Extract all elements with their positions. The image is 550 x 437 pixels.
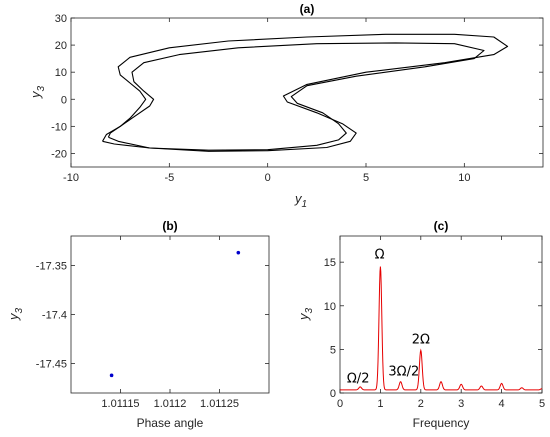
panel-a-ytick-label: 30 xyxy=(55,13,67,25)
panel-a-orbit-line-2 xyxy=(102,42,485,151)
panel-c-ytick-label: 0 xyxy=(330,388,336,400)
panel-b-xlabel: Phase angle xyxy=(137,416,204,430)
panel-c-annotation: 2Ω xyxy=(412,332,430,347)
panel-c-spectrum-line xyxy=(340,266,543,391)
panel-c-xlabel: Frequency xyxy=(413,416,470,430)
panel-b-ytick-label: -17.35 xyxy=(36,260,67,272)
panel-a-orbit-line-1 xyxy=(107,33,509,152)
panel-c-annotation: 3Ω/2 xyxy=(388,365,419,380)
panel-b-title: (b) xyxy=(162,219,177,233)
panel-c-annotations: Ω 2Ω 3Ω/2 Ω/2 xyxy=(347,248,430,387)
panel-b-ticks: 1.01115 1.0112 1.01125 -17.45 -17.4 -17.35 xyxy=(36,236,269,410)
panel-c-xtick-label: 3 xyxy=(458,398,464,410)
panel-a-plot-area xyxy=(70,17,544,168)
panel-b-xtick-label: 1.01125 xyxy=(200,398,239,410)
panel-c-xtick-label: 2 xyxy=(418,398,424,410)
panel-c-annotation: Ω xyxy=(375,248,385,263)
panel-b-plot-area xyxy=(70,235,270,394)
panel-a-xtick-label: -5 xyxy=(164,172,174,184)
panel-a-xtick-label: 10 xyxy=(458,172,470,184)
panel-c-ticks: 0 1 2 3 4 5 0 5 10 15 xyxy=(324,236,545,410)
panel-c: (c) Frequency y3 0 1 2 3 4 5 0 5 10 15 Ω 2Ω 3Ω/2 Ω/2 xyxy=(296,219,545,430)
panel-a-ytick-label: -20 xyxy=(51,148,67,160)
panel-b: (b) Phase angle y3 1.01115 1.0112 1.01125 -… xyxy=(6,219,270,430)
panel-a-ytick-label: -10 xyxy=(51,121,67,133)
panel-a: (a) y1 y3 -10 -5 0 5 10 -20 -10 0 10 20 30 xyxy=(28,2,544,210)
panel-c-ytick-label: 15 xyxy=(324,257,336,269)
panel-b-points xyxy=(109,250,241,378)
panel-a-ticks: -10 -5 0 5 10 -20 -10 0 10 20 30 xyxy=(51,13,543,184)
panel-c-xtick-label: 0 xyxy=(337,398,343,410)
panel-c-title: (c) xyxy=(434,219,449,233)
panel-c-annotation: Ω/2 xyxy=(347,372,370,387)
panel-c-xtick-label: 4 xyxy=(499,398,505,410)
panel-a-xtick-label: 0 xyxy=(265,172,271,184)
panel-c-ytick-label: 10 xyxy=(324,301,336,313)
panel-a-series xyxy=(102,33,509,152)
panel-c-xtick-label: 1 xyxy=(377,398,383,410)
panel-c-ylabel: y3 xyxy=(296,308,315,322)
panel-b-xtick-label: 1.0112 xyxy=(154,398,187,410)
panel-c-plot-area xyxy=(339,235,543,394)
panel-b-ylabel: y3 xyxy=(6,308,25,322)
panel-b-xtick-label: 1.01115 xyxy=(101,398,139,410)
panel-c-xtick-label: 5 xyxy=(539,398,545,410)
panel-c-series xyxy=(340,266,543,391)
panel-a-title: (a) xyxy=(300,2,315,16)
panel-c-ytick-label: 5 xyxy=(330,344,336,356)
panel-b-ytick-label: -17.4 xyxy=(42,310,67,322)
panel-a-xlabel: y1 xyxy=(294,191,307,210)
panel-a-ytick-label: 20 xyxy=(55,40,67,52)
panel-a-ytick-label: 10 xyxy=(55,67,67,79)
panel-b-poincare-point xyxy=(236,250,241,255)
panel-b-ytick-label: -17.45 xyxy=(36,359,67,371)
panel-a-xtick-label: 5 xyxy=(363,172,369,184)
panel-a-ylabel: y3 xyxy=(28,86,47,100)
panel-a-ytick-label: 0 xyxy=(61,94,67,106)
panel-b-poincare-point xyxy=(109,373,114,378)
panel-a-xtick-label: -10 xyxy=(63,172,79,184)
